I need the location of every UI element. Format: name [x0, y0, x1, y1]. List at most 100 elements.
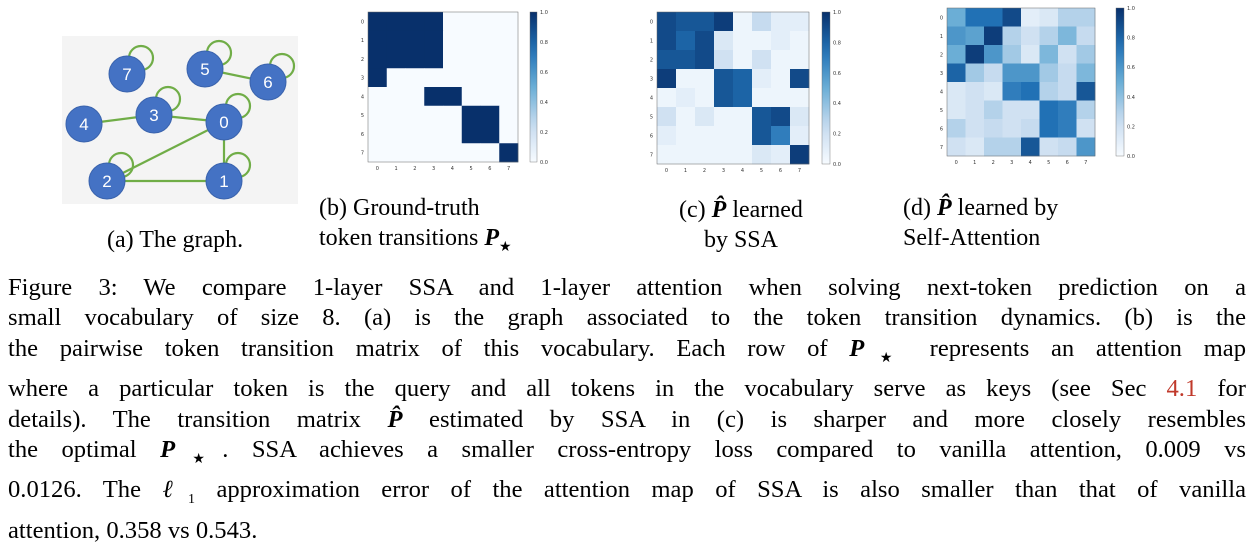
caption-text: where a particular token is the query an… — [8, 375, 1147, 403]
graph-node-label: 4 — [79, 115, 88, 134]
heatmap-cell — [499, 105, 519, 125]
heatmap-cell — [965, 45, 985, 64]
heatmap-y-tick: 7 — [650, 153, 653, 159]
heatmap-cell — [424, 124, 444, 144]
heatmap-x-tick: 0 — [955, 160, 958, 166]
p-hat-symbol: P̂ — [387, 405, 403, 433]
heatmap-cell — [1002, 26, 1022, 46]
colorbar-tick: 0.8 — [540, 40, 548, 46]
heatmap-cell — [461, 124, 481, 144]
heatmap-cell — [676, 126, 696, 146]
heatmap-cell — [480, 68, 500, 88]
heatmap-cell — [405, 68, 425, 88]
heatmap-cell — [461, 49, 481, 69]
graph-edge — [106, 121, 225, 182]
heatmap-y-tick: 7 — [361, 151, 364, 157]
heatmap-cell — [714, 88, 734, 108]
heatmap-cell — [1021, 119, 1040, 138]
p-hat-symbol: P̂ — [936, 195, 952, 221]
heatmap-cell — [424, 143, 444, 163]
heatmap-x-tick: 0 — [376, 166, 379, 172]
colorbar-tick: 0.0 — [833, 162, 841, 168]
heatmap-cell — [443, 143, 463, 163]
heatmap-cell — [695, 69, 715, 89]
heatmap-cell — [1039, 26, 1059, 46]
subcaption-d: (d) P̂ learned by Self-Attention — [903, 193, 1058, 253]
heatmap-cell — [405, 30, 425, 50]
subcaption-c-prefix: (c) — [679, 197, 706, 223]
heatmap-cell — [499, 124, 519, 144]
heatmap-cell — [771, 31, 791, 51]
heatmap-cell — [676, 107, 696, 127]
heatmap-x-tick: 6 — [488, 166, 491, 172]
subcaption-a: (a) The graph. — [107, 225, 243, 255]
heatmap-cell — [1039, 63, 1059, 83]
heatmap-cell — [1039, 137, 1059, 157]
caption-line: 0.0126. The ℓ1 approximation error of th… — [8, 475, 1246, 515]
heatmap-cell — [771, 50, 791, 70]
heatmap-cell — [1076, 63, 1096, 83]
heatmap-cell — [499, 49, 519, 69]
heatmap-cell — [733, 107, 753, 127]
heatmap-cell — [947, 26, 966, 46]
heatmap-cell — [368, 124, 388, 144]
star-subscript: ★ — [499, 239, 512, 255]
heatmap-cell — [405, 105, 425, 125]
heatmap-cell — [405, 143, 425, 163]
subcaption-d-line2: Self-Attention — [903, 225, 1041, 251]
heatmap-cell — [752, 50, 772, 70]
ell-symbol: ℓ — [162, 476, 188, 504]
heatmap-cell — [984, 119, 1003, 138]
heatmap-y-tick: 4 — [940, 89, 943, 95]
heatmap-cell — [790, 145, 810, 165]
heatmap-x-tick: 3 — [432, 166, 435, 172]
heatmap-cell — [480, 105, 500, 125]
heatmap-cell — [386, 30, 406, 50]
heatmap-cell — [752, 31, 772, 51]
heatmap-cell — [1058, 63, 1077, 83]
heatmap-cell — [480, 124, 500, 144]
colorbar-tick: 1.0 — [540, 10, 548, 16]
heatmap-cell — [443, 12, 463, 32]
caption-text: 0.0126. The — [8, 476, 142, 504]
heatmap-cell — [480, 49, 500, 69]
graph-node-label: 6 — [263, 73, 272, 92]
ell-subscript: 1 — [188, 492, 195, 508]
caption-text: approximation error of the attention map… — [216, 476, 1246, 504]
heatmap-cell — [733, 145, 753, 165]
heatmap-cell — [1021, 63, 1040, 83]
heatmap-cell — [965, 82, 985, 101]
star-subscript: ★ — [864, 350, 908, 366]
heatmap-cell — [714, 12, 734, 32]
heatmap-cell — [714, 69, 734, 89]
heatmap-cell — [368, 12, 388, 32]
caption-text: the optimal — [8, 435, 137, 463]
heatmap-y-tick: 3 — [361, 76, 364, 82]
heatmap-cell — [714, 107, 734, 127]
heatmap-cell — [695, 12, 715, 32]
graph-node-label: 1 — [219, 172, 228, 191]
heatmap-x-tick: 2 — [703, 168, 706, 174]
subcaption-b-line2: token transitions — [319, 225, 479, 251]
heatmap-cell — [714, 31, 734, 51]
heatmap-cell — [424, 49, 444, 69]
heatmap-cell — [965, 26, 985, 46]
heatmap-cell — [752, 107, 772, 127]
graph-node — [135, 96, 173, 134]
heatmap-cell — [368, 49, 388, 69]
figure-caption: Figure 3: We compare 1-layer SSA and 1-l… — [8, 273, 1246, 546]
heatmap-cell — [1021, 8, 1040, 27]
heatmap-cell — [695, 145, 715, 165]
heatmap-y-tick: 6 — [650, 134, 653, 140]
heatmap-cell — [461, 105, 481, 125]
caption-text: represents an attention map — [929, 334, 1246, 362]
heatmap-cell — [657, 50, 677, 70]
heatmap-cell — [657, 31, 677, 51]
section-ref-link[interactable]: 4.1 — [1166, 375, 1198, 403]
heatmap-cell — [695, 88, 715, 108]
heatmap-y-tick: 7 — [940, 145, 943, 151]
heatmap-cell — [443, 68, 463, 88]
heatmap-cell — [461, 12, 481, 32]
heatmap-cell — [1076, 45, 1096, 64]
heatmap-cell — [733, 69, 753, 89]
